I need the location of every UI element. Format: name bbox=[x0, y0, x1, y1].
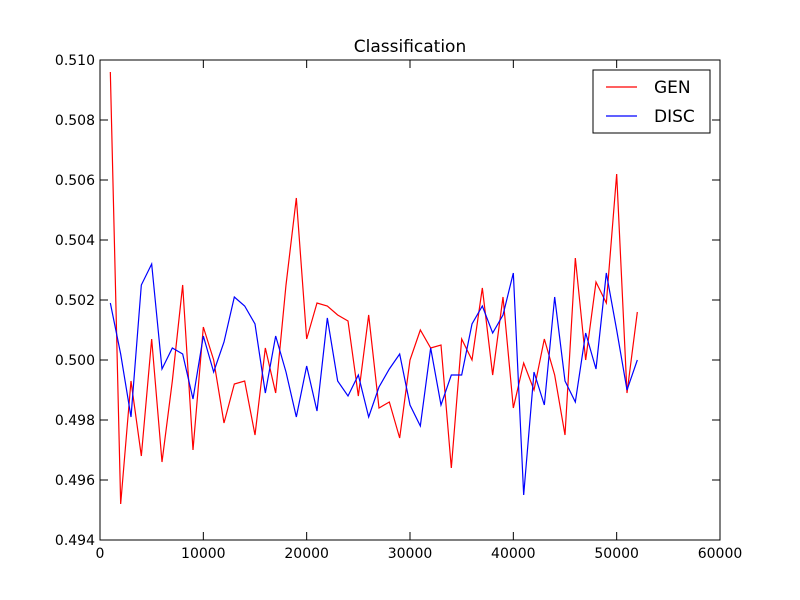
legend: GEN DISC bbox=[592, 69, 711, 134]
x-tick-label: 10000 bbox=[181, 546, 226, 562]
legend-box bbox=[592, 69, 711, 134]
ticks-layer: 0 10000 20000 30000 40000 50000 60000 0.494 0.49… bbox=[55, 53, 742, 562]
y-tick-label: 0.498 bbox=[55, 413, 95, 429]
series-line-disc bbox=[109, 261, 638, 496]
y-tick-label: 0.506 bbox=[55, 173, 95, 189]
y-tick-label: 0.496 bbox=[55, 473, 95, 489]
y-tick-label: 0.500 bbox=[55, 353, 95, 369]
y-tick-label: 0.508 bbox=[55, 113, 95, 129]
y-tick-label: 0.504 bbox=[55, 233, 95, 249]
x-tick-label: 0 bbox=[96, 546, 105, 562]
legend-label-disc: DISC bbox=[654, 107, 695, 127]
x-tick-label: 20000 bbox=[284, 546, 329, 562]
legend-label-gen: GEN bbox=[654, 78, 691, 98]
y-tick-label: 0.510 bbox=[55, 53, 95, 69]
chart-title: Classification bbox=[354, 37, 466, 57]
y-tick-label: 0.502 bbox=[55, 293, 95, 309]
x-tick-label: 40000 bbox=[491, 546, 536, 562]
x-tick-label: 50000 bbox=[594, 546, 639, 562]
x-tick-label: 60000 bbox=[698, 546, 743, 562]
x-tick-label: 30000 bbox=[388, 546, 433, 562]
series-layer bbox=[109, 71, 638, 505]
y-tick-label: 0.494 bbox=[55, 533, 95, 549]
